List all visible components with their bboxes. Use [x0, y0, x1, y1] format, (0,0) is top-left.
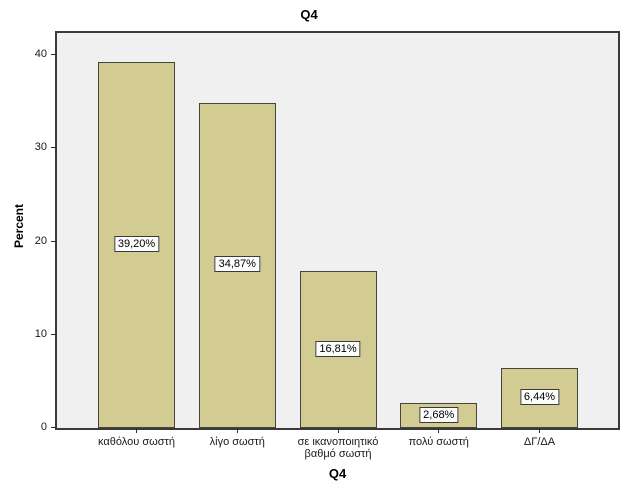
- x-category-label-2: σε ικανοποιητικό βαθμό σωστή: [297, 436, 379, 460]
- bar-value-label-2: 16,81%: [315, 340, 361, 357]
- bar-value-label-0: 39,20%: [113, 236, 160, 253]
- x-category-label-4: ΔΓ/ΔΑ: [523, 436, 556, 448]
- y-tick-mark-30: [51, 147, 57, 149]
- y-tick-label-40: 40: [34, 48, 47, 60]
- x-axis-title: Q4: [328, 466, 347, 481]
- x-tick-mark-0: [136, 428, 137, 433]
- x-tick-mark-3: [438, 428, 440, 433]
- y-tick-label-30: 30: [34, 141, 47, 154]
- plot-area: 39,20% 34,87% 16,81% 2,68% 6,44%: [55, 31, 620, 430]
- bar-value-label-3: 2,68%: [419, 406, 459, 423]
- x-category-label-0: καθόλου σωστή: [98, 436, 175, 448]
- y-tick-mark-40: [51, 54, 57, 55]
- x-category-label-1: λίγο σωστή: [209, 436, 265, 448]
- bar-value-label-4: 6,44%: [519, 388, 560, 405]
- y-tick-mark-0: [51, 427, 57, 428]
- bar-0: [98, 62, 175, 428]
- y-tick-label-20: 20: [34, 234, 47, 247]
- y-tick-mark-20: [51, 240, 57, 242]
- x-tick-mark-1: [236, 428, 238, 433]
- bar-value-label-1: 34,87%: [214, 256, 260, 273]
- y-tick-label-10: 10: [34, 327, 47, 340]
- x-tick-mark-4: [539, 428, 540, 433]
- y-tick-label-0: 0: [40, 421, 47, 433]
- x-tick-mark-2: [337, 428, 339, 433]
- y-tick-mark-10: [51, 333, 57, 335]
- x-category-label-3: πολύ σωστή: [408, 436, 469, 448]
- chart-title: Q4: [300, 7, 318, 22]
